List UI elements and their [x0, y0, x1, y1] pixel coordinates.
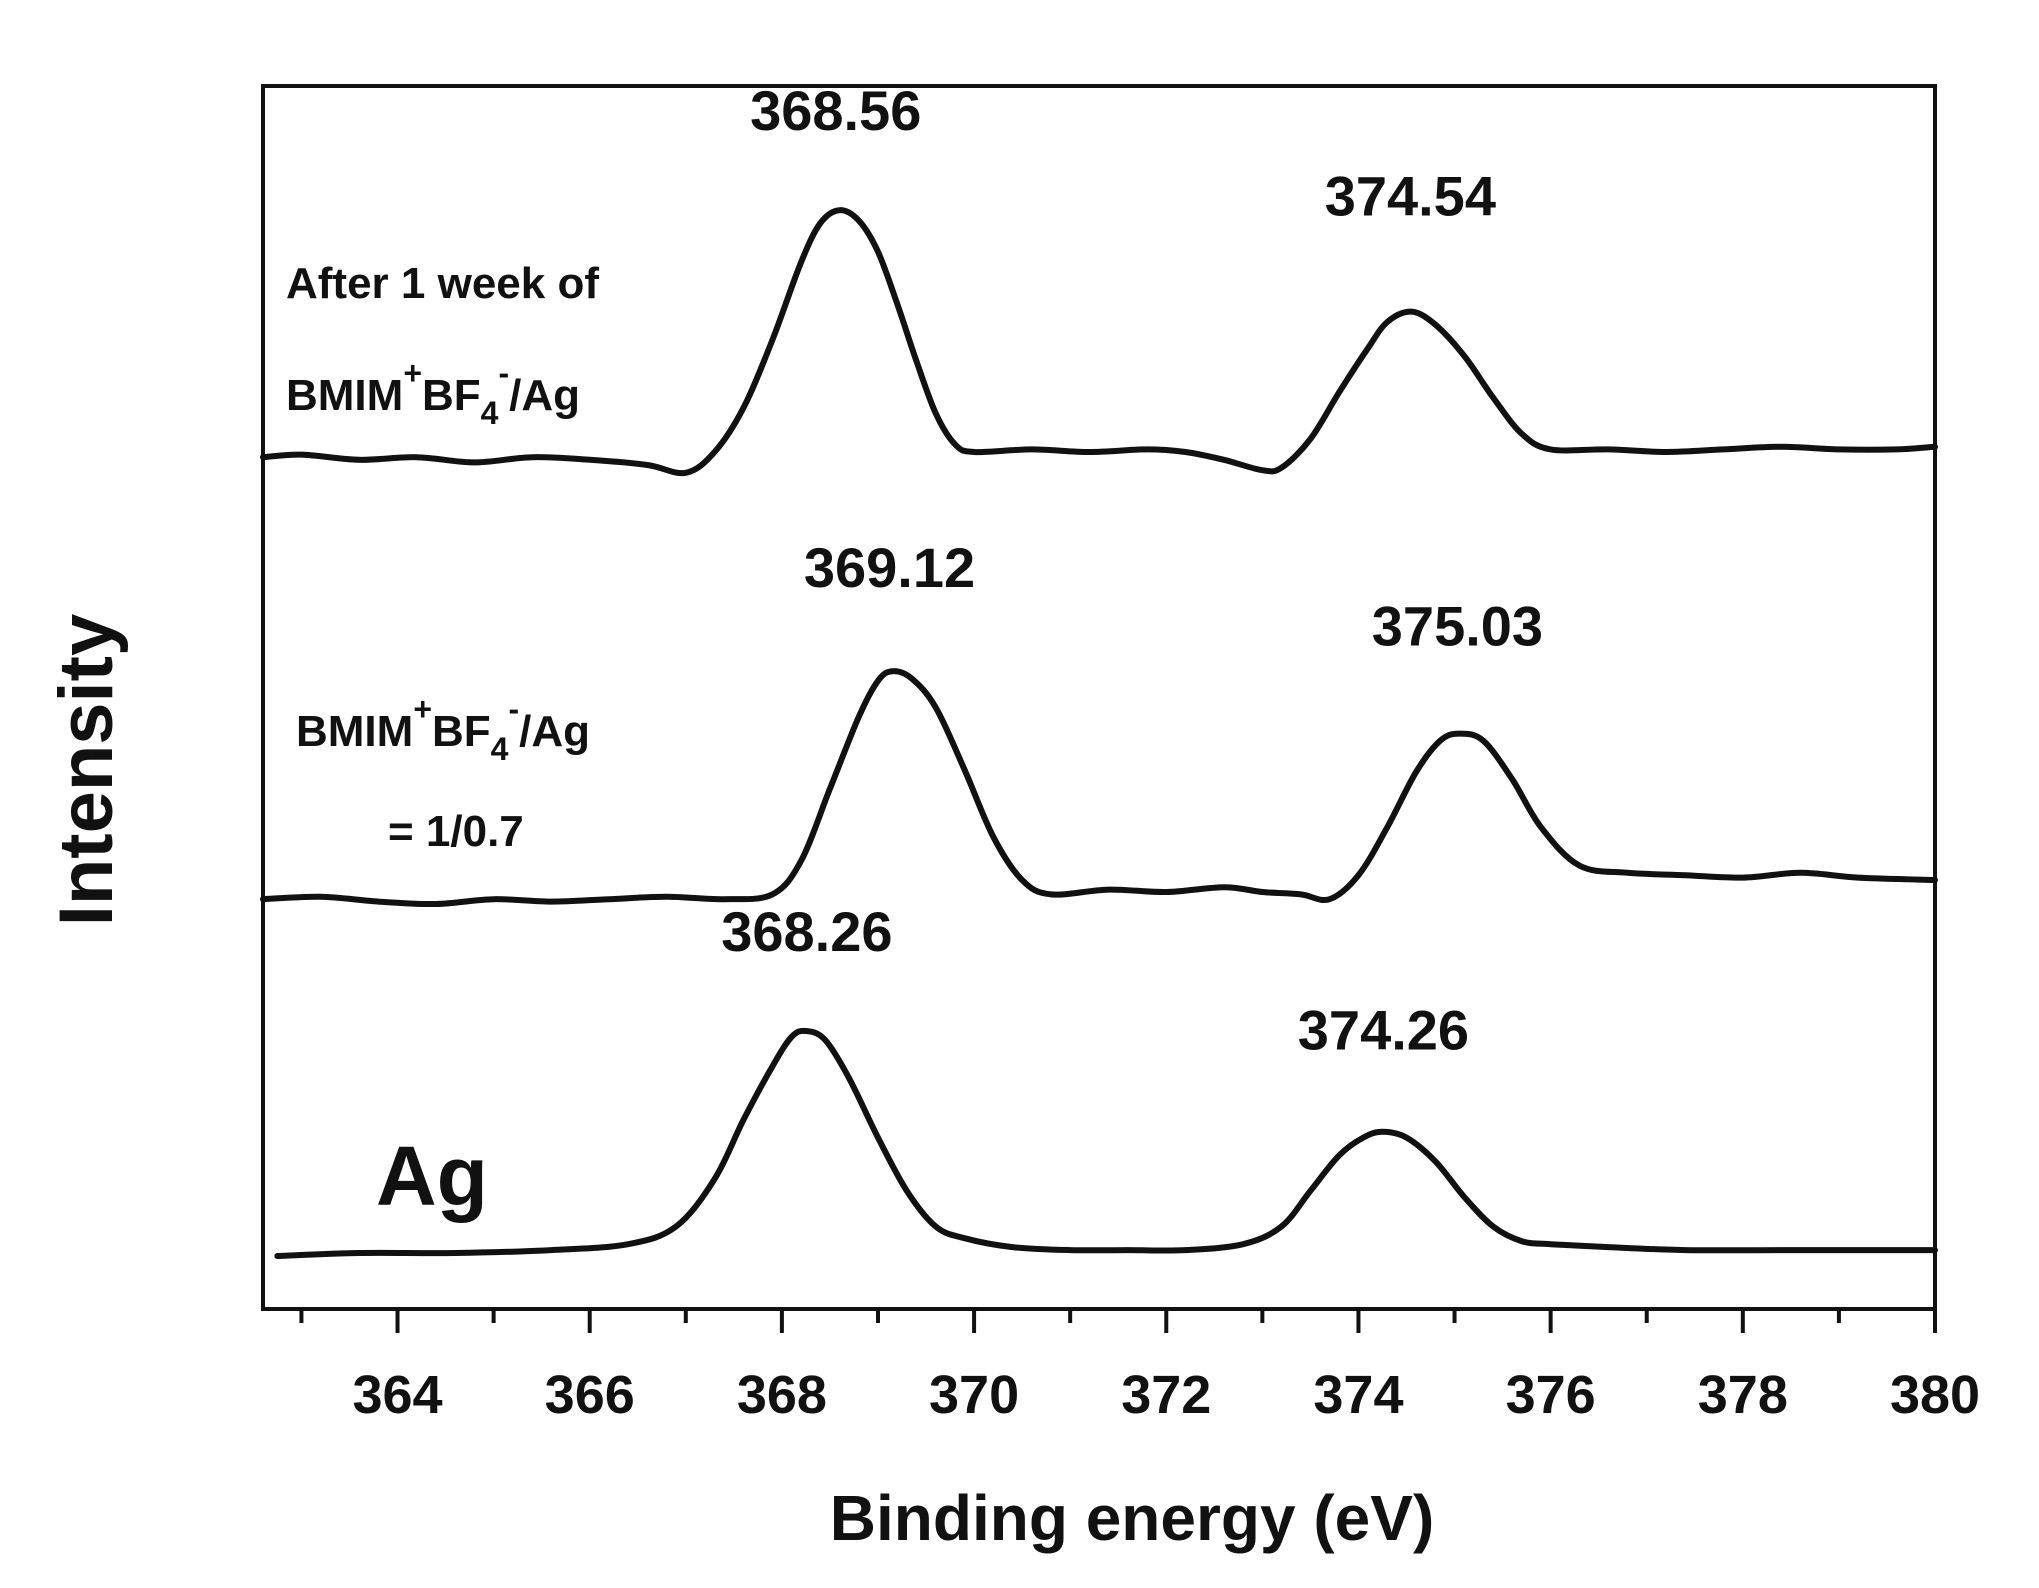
series-label-tail: /Ag	[509, 371, 580, 420]
spectra-traces	[260, 207, 1938, 1259]
series-label-ag: Ag	[376, 1129, 488, 1223]
series-label-sup-plus: +	[413, 691, 432, 727]
series-label-sub-4: 4	[481, 395, 499, 431]
x-tick-label: 366	[545, 1365, 635, 1425]
peak-labels: 368.56 374.54 369.12 375.03 368.26 374.26	[721, 79, 1543, 1061]
x-tick-label: 368	[737, 1365, 827, 1425]
peak-label: 368.56	[750, 79, 921, 142]
series-line-0	[260, 207, 1938, 477]
series-label-bf: BF	[432, 707, 491, 756]
x-tick-label: 364	[352, 1365, 442, 1425]
series-label-bf: BF	[422, 371, 481, 420]
x-tick-label: 374	[1313, 1365, 1403, 1425]
y-axis-title: Intensity	[44, 614, 129, 927]
x-axis-title: Binding energy (eV)	[830, 1482, 1435, 1554]
series-line-1	[260, 668, 1938, 908]
x-tick-label: 378	[1698, 1365, 1788, 1425]
x-tick-label: 372	[1121, 1365, 1211, 1425]
minor-ticks	[299, 1309, 1841, 1323]
series-line-2	[274, 1027, 1938, 1259]
x-tick-label: 376	[1506, 1365, 1596, 1425]
x-tick-label: 380	[1890, 1365, 1980, 1425]
plot-frame	[261, 84, 1937, 1311]
series-label-sup-plus: +	[403, 355, 422, 391]
series-label-tail: /Ag	[519, 707, 590, 756]
peak-label: 375.03	[1372, 595, 1543, 658]
series-label-ratio-line1: BMIM+BF4 -/Ag	[296, 691, 590, 767]
series-label-sub-4: 4	[491, 731, 509, 767]
x-tick-label: 370	[929, 1365, 1019, 1425]
peak-label: 368.26	[721, 900, 892, 963]
peak-label: 369.12	[804, 536, 975, 599]
series-label-main: BMIM	[296, 707, 413, 756]
series-label-sup-minus: -	[498, 355, 509, 391]
major-ticks: 364 366 368 370 372 374 376 378 380	[352, 1309, 1980, 1425]
series-label-ratio-line2: = 1/0.7	[388, 807, 524, 856]
series-label-after-week-line1: After 1 week of	[286, 259, 599, 308]
series-label-after-week-line2: BMIM+BF4 -/Ag	[286, 355, 580, 431]
peak-label: 374.26	[1298, 999, 1469, 1062]
peak-label: 374.54	[1325, 165, 1496, 228]
series-label-main: BMIM	[286, 371, 403, 420]
series-label-sup-minus: -	[508, 691, 519, 727]
